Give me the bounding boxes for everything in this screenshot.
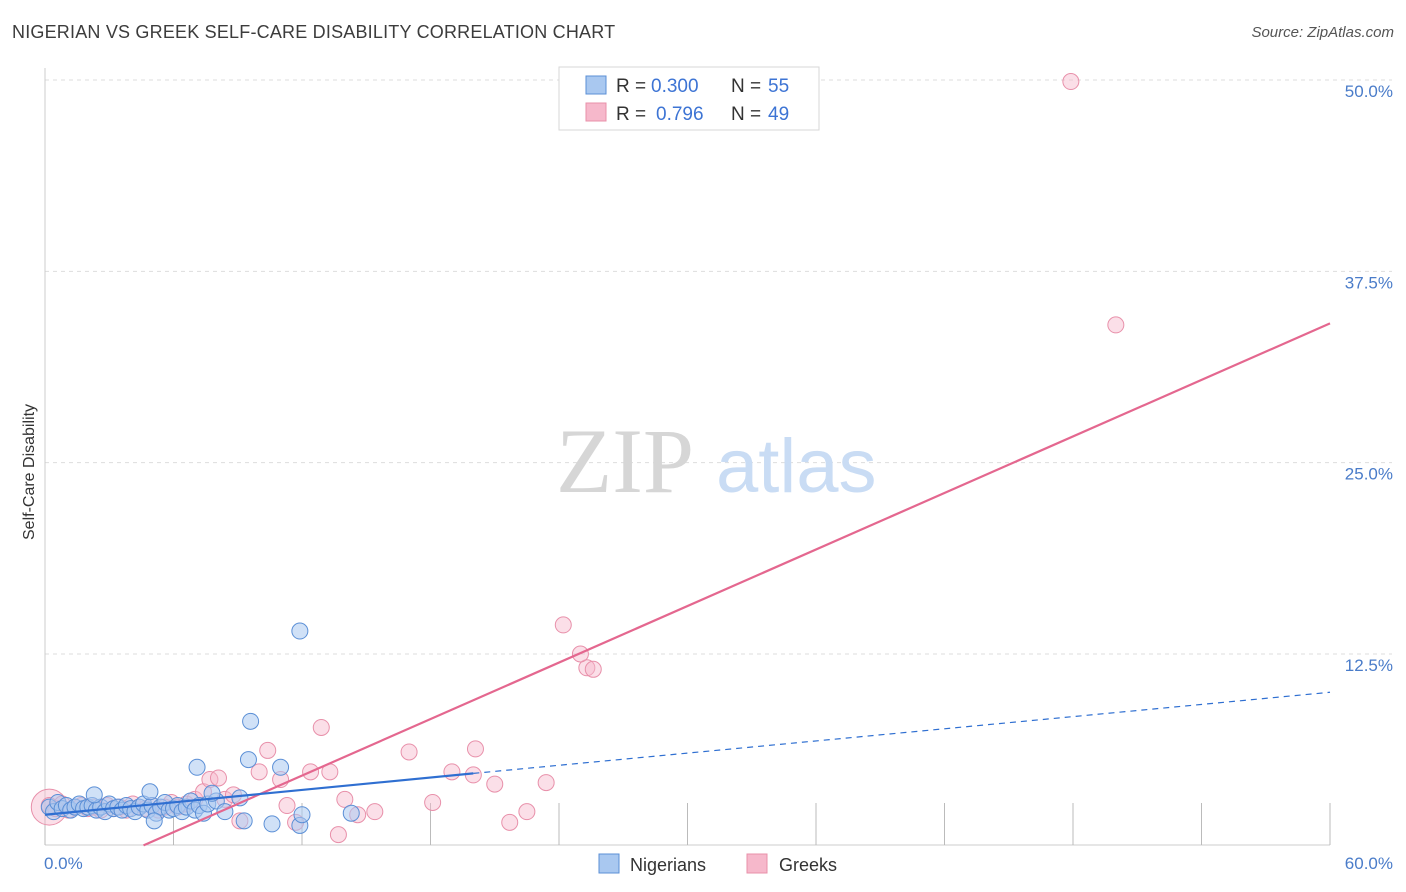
- bottom-legend-nigerians: Nigerians: [630, 855, 706, 875]
- source-credit: Source: ZipAtlas.com: [1251, 24, 1394, 41]
- greeks-point: [278, 797, 296, 815]
- nigerians-point: [291, 622, 309, 640]
- axes-layer: 12.5% 25.0% 37.5% 50.0% 0.0% 60.0%: [44, 68, 1393, 873]
- bottom-legend-greeks: Greeks: [779, 855, 837, 875]
- legend-nigerians-r-label: R =: [616, 76, 646, 97]
- legend-nigerians-n-value: 55: [768, 76, 789, 97]
- legend-greeks-n-label: N =: [731, 104, 761, 125]
- x-tick-label-start: 0.0%: [44, 854, 83, 873]
- greeks-point: [578, 659, 596, 677]
- nigerians-points: [40, 622, 360, 834]
- bottom-legend-swatch-nigerians: [598, 853, 620, 874]
- nigerians-point: [342, 804, 360, 822]
- greeks-point: [466, 740, 484, 758]
- nigerians-point: [145, 812, 163, 830]
- greeks-point: [486, 775, 504, 793]
- legend-greeks-n-value: 49: [768, 104, 789, 125]
- greeks-point: [1062, 73, 1080, 91]
- watermark-atlas: atlas: [716, 424, 877, 509]
- watermark-zip: ZIP: [556, 410, 694, 512]
- nigerians-point: [235, 812, 253, 830]
- greeks-point: [336, 790, 354, 808]
- greeks-point: [584, 660, 602, 678]
- correlation-legend: R = 0.300 N = 55 R = 0.796 N = 49: [558, 66, 820, 131]
- y-axis-label: Self-Care Disability: [21, 404, 38, 540]
- greeks-point: [329, 826, 347, 844]
- chart-title: NIGERIAN VS GREEK SELF-CARE DISABILITY C…: [12, 22, 616, 42]
- nigerians-point: [263, 815, 281, 833]
- greeks-point: [250, 763, 268, 781]
- y-tick-label: 50.0%: [1345, 82, 1393, 101]
- y-tick-label: 25.0%: [1345, 465, 1393, 484]
- legend-greeks-r-value: 0.796: [656, 104, 704, 125]
- nigerians-trend-extension: [473, 691, 1331, 774]
- greeks-point: [501, 813, 519, 831]
- nigerians-point: [188, 758, 206, 776]
- greeks-point: [537, 774, 555, 792]
- nigerians-trend-line: [44, 772, 474, 816]
- greeks-point: [209, 769, 227, 787]
- greeks-point: [366, 803, 384, 821]
- y-tick-label: 37.5%: [1345, 273, 1393, 292]
- trend-lines: [44, 322, 1331, 847]
- greeks-point: [312, 718, 330, 736]
- nigerians-point: [85, 786, 103, 804]
- greeks-point: [424, 793, 442, 811]
- legend-swatch-greeks: [585, 102, 607, 122]
- greeks-point: [400, 743, 418, 761]
- greeks-point: [1107, 316, 1125, 334]
- nigerians-point: [272, 758, 290, 776]
- nigerians-point: [141, 783, 159, 801]
- greeks-point: [443, 763, 461, 781]
- greeks-point: [518, 803, 536, 821]
- greeks-point: [554, 616, 572, 634]
- legend-greeks-r-label: R =: [616, 104, 646, 125]
- grid-layer: [45, 79, 1392, 655]
- nigerians-point: [242, 712, 260, 730]
- nigerians-point: [239, 751, 257, 769]
- nigerians-point: [293, 806, 311, 824]
- x-tick-label-end: 60.0%: [1345, 854, 1393, 873]
- legend-nigerians-n-label: N =: [731, 76, 761, 97]
- legend-swatch-nigerians: [585, 75, 607, 95]
- y-tick-label: 12.5%: [1345, 656, 1393, 675]
- legend-nigerians-r-value: 0.300: [651, 76, 699, 97]
- bottom-legend-swatch-greeks: [746, 853, 768, 874]
- series-legend: Nigerians Greeks: [598, 853, 837, 875]
- greeks-trend-line: [143, 322, 1331, 847]
- greeks-point: [259, 741, 277, 759]
